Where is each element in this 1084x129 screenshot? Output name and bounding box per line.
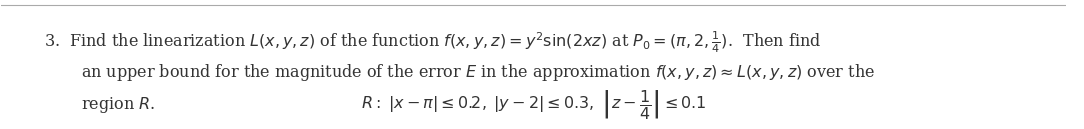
Text: $R:\; |x - \pi| \leq 0.2, \; |y - 2| \leq 0.3, \; \left|z - \dfrac{1}{4}\right| : $R:\; |x - \pi| \leq 0.2, \; |y - 2| \le…: [361, 88, 707, 121]
Text: 3.  Find the linearization $L(x, y, z)$ of the function $f(x, y, z) = y^2 \sin(2: 3. Find the linearization $L(x, y, z)$ o…: [44, 29, 822, 55]
Text: region $R$.: region $R$.: [81, 95, 155, 115]
Text: an upper bound for the magnitude of the error $E$ in the approximation $f(x, y, : an upper bound for the magnitude of the …: [81, 62, 875, 83]
